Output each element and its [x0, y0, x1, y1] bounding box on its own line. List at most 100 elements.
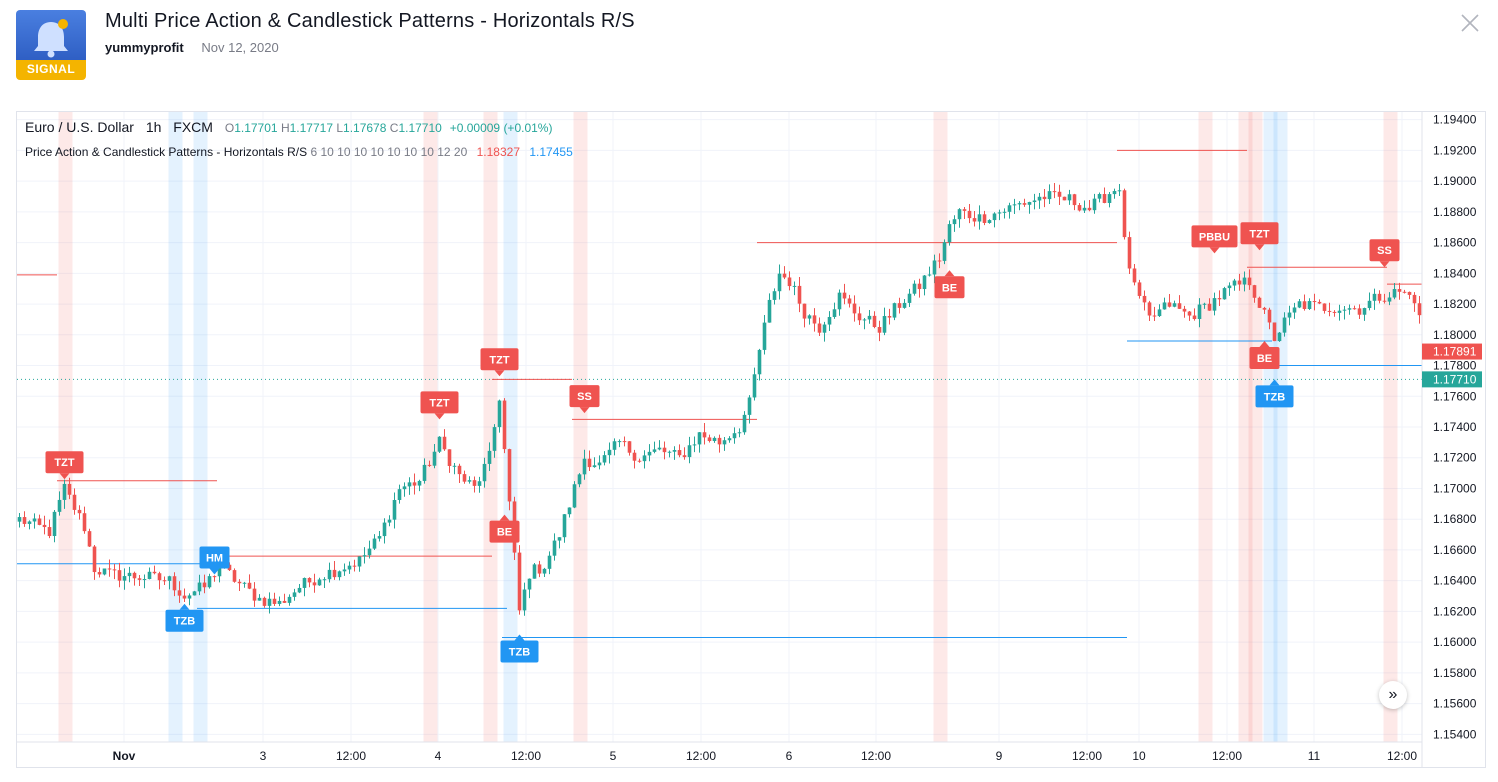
candle-body — [507, 449, 512, 502]
price-label-last: 1.17710 — [1433, 372, 1477, 386]
candle-body — [862, 319, 867, 321]
candle-body — [1267, 309, 1272, 323]
candle-body — [847, 298, 852, 304]
y-tick-label: 1.16000 — [1433, 635, 1477, 649]
candle-body — [932, 260, 937, 275]
chart-frame[interactable] — [16, 111, 1486, 768]
candle-body — [637, 460, 642, 462]
candle-body — [162, 580, 167, 582]
indicator-legend[interactable]: Price Action & Candlestick Patterns - Ho… — [25, 145, 573, 159]
y-tick-label: 1.15400 — [1433, 727, 1477, 741]
candle-body — [377, 536, 382, 539]
low-value: 1.17678 — [343, 121, 387, 135]
pattern-label-tip — [209, 568, 220, 575]
candle-body — [592, 465, 597, 468]
pattern-label-tip — [179, 603, 190, 610]
candle-body — [997, 212, 1002, 214]
ohlc-values: O1.17701 H1.17717 L1.17678 C1.17710 — [224, 121, 442, 135]
y-tick-label: 1.17200 — [1433, 451, 1477, 465]
candle-body — [832, 309, 837, 317]
candle-body — [102, 568, 107, 575]
candle-body — [722, 440, 727, 445]
candle-body — [927, 274, 932, 276]
candle-body — [117, 570, 122, 581]
price-label-resistance: 1.17891 — [1433, 345, 1477, 359]
candle-body — [432, 451, 437, 466]
candle-body — [1367, 300, 1372, 309]
candle-body — [477, 481, 482, 486]
candle-body — [1097, 194, 1102, 199]
candle-body — [17, 517, 22, 522]
candle-body — [1122, 190, 1127, 238]
candle-body — [182, 595, 187, 599]
candle-body — [547, 555, 552, 569]
candle-body — [747, 397, 752, 415]
symbol-name[interactable]: Euro / U.S. Dollar — [25, 119, 134, 135]
candle-body — [632, 452, 637, 461]
candle-body — [1107, 194, 1112, 203]
x-tick-label: 12:00 — [861, 749, 891, 763]
y-tick-label: 1.17000 — [1433, 481, 1477, 495]
candle-body — [1332, 311, 1337, 313]
highlight-column — [1198, 112, 1213, 742]
y-tick-label: 1.17400 — [1433, 420, 1477, 434]
candle-body — [87, 531, 92, 547]
candle-body — [57, 499, 62, 512]
pattern-label-tzb: TZB — [165, 603, 204, 632]
x-tick-label: 10 — [1132, 749, 1146, 763]
indicator-name[interactable]: Price Action & Candlestick Patterns - Ho… — [25, 145, 308, 159]
candle-body — [227, 564, 232, 571]
pattern-label-tip — [579, 407, 590, 414]
candle-body — [692, 444, 697, 446]
candle-body — [352, 565, 357, 567]
candle-body — [497, 400, 502, 428]
pattern-label-text: SS — [1377, 245, 1392, 257]
x-tick-label: 3 — [260, 749, 267, 763]
pattern-label-tip — [434, 413, 445, 420]
candle-body — [982, 214, 987, 223]
candle-body — [907, 293, 912, 303]
candle-body — [287, 596, 292, 603]
candle-body — [657, 447, 662, 450]
candle-body — [902, 302, 907, 308]
candle-body — [1222, 288, 1227, 300]
candle-body — [1102, 194, 1107, 203]
candle-body — [1182, 308, 1187, 312]
candle-body — [727, 438, 732, 441]
highlight-column — [168, 112, 183, 742]
candle-body — [1377, 293, 1382, 301]
candle-body — [37, 518, 42, 525]
candle-body — [1017, 203, 1022, 205]
candle-body — [777, 273, 782, 292]
pattern-label-tip — [1254, 244, 1265, 251]
candle-body — [1287, 312, 1292, 318]
pattern-label-box — [1240, 222, 1279, 245]
candle-body — [112, 569, 117, 571]
pattern-label-tip — [944, 270, 955, 277]
pattern-label-text: TZT — [489, 354, 509, 366]
candle-body — [587, 458, 592, 468]
candle-body — [1037, 196, 1042, 201]
candle-body — [1382, 300, 1387, 302]
candle-body — [647, 451, 652, 456]
candle-body — [1127, 237, 1132, 269]
candle-body — [667, 451, 672, 453]
candle-body — [1092, 198, 1097, 211]
candle-body — [237, 581, 242, 584]
candle-body — [402, 486, 407, 490]
highlight-column — [483, 112, 498, 742]
symbol-legend[interactable]: Euro / U.S. Dollar 1h FXCM O1.17701 H1.1… — [25, 119, 552, 135]
y-tick-label: 1.18000 — [1433, 328, 1477, 342]
post-meta: yummyprofit Nov 12, 2020 — [105, 40, 279, 55]
candle-body — [1057, 191, 1062, 197]
y-tick-label: 1.15600 — [1433, 697, 1477, 711]
candle-body — [197, 582, 202, 592]
publisher-logo: SIGNAL — [16, 10, 86, 80]
candle-body — [892, 303, 897, 318]
double-chevron-right-icon[interactable]: » — [1379, 681, 1407, 709]
author-link[interactable]: yummyprofit — [105, 40, 184, 55]
interval[interactable]: 1h — [145, 119, 162, 135]
candle-body — [672, 450, 677, 452]
close-icon[interactable] — [1459, 12, 1481, 34]
